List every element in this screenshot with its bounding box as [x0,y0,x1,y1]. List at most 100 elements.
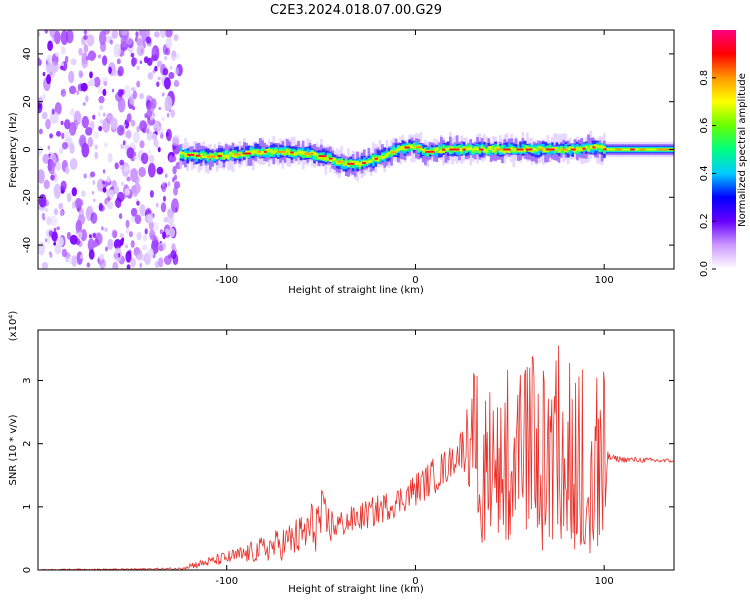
signal-cell [265,149,269,153]
figure-title: C2E3.2024.018.07.00.G29 [270,3,442,18]
signal-cell [458,145,461,151]
signal-cell [569,146,572,150]
signal-cell [358,162,362,167]
signal-cell [584,145,588,149]
spectrogram-x-axis-label: Height of straight line (km) [288,285,424,296]
signal-cell [383,155,387,159]
signal-cell [412,142,416,150]
noise-blob [120,143,125,150]
signal-cell [569,147,572,156]
signal-cell [353,161,357,166]
noise-blob [160,202,167,213]
signal-cell [594,144,597,148]
noise-blob [172,135,180,147]
noise-blob [139,60,143,65]
signal-cell [494,146,497,151]
signal-cell [349,160,353,165]
noise-blob [139,93,144,100]
signal-cell [193,153,196,159]
noise-blob [38,169,45,184]
noise-blob [168,154,173,164]
signal-cell [655,148,658,151]
noise-blob [136,80,141,88]
signal-cell [467,146,470,151]
signal-cell [492,149,495,153]
noise-blob [126,227,130,234]
signal-cell [555,146,559,150]
noise-blob [123,84,132,100]
noise-blob [106,175,111,183]
noise-blob [38,128,43,135]
noise-blob [100,41,107,53]
noise-blob [99,30,107,46]
noise-blob [141,152,149,164]
noise-blob [69,158,78,171]
noise-blob [156,166,164,175]
colorbar-tick-label: 0.8 [699,70,710,86]
noise-blob [85,127,93,136]
noise-blob [156,60,163,68]
noise-blob [136,253,143,261]
noise-blob [45,118,51,130]
signal-cell [492,144,495,152]
signal-cell [458,148,461,152]
signal-cell [442,148,445,153]
signal-cell [385,153,389,157]
signal-cell [297,150,300,154]
signal-cell [286,148,289,153]
noise-blob [161,183,167,193]
noise-blob [112,261,119,269]
noise-blob [55,52,60,57]
noise-blob [69,234,78,245]
signal-cell [222,155,226,160]
noise-blob [149,229,156,240]
signal-cell [460,147,464,152]
signal-cell [199,153,203,158]
noise-blob [102,88,107,97]
x-tick-label: -100 [215,576,238,587]
signal-cell [397,145,400,151]
noise-blob [120,34,129,48]
noise-blob [38,146,43,155]
noise-blob [159,30,166,38]
noise-blob [165,128,172,142]
signal-cell [247,150,251,154]
noise-blob [66,192,72,203]
signal-cell [369,160,373,163]
noise-blob [125,36,133,46]
signal-cell [315,153,319,161]
signal-cell [623,148,627,151]
noise-blob [69,143,75,154]
noise-blob [152,222,159,232]
noise-blob [165,37,172,50]
noise-blob [109,40,114,45]
snr-y-ticks: 0 1 2 3 [22,377,674,573]
noise-blob [136,231,142,241]
noise-blob [104,142,108,149]
signal-cell [474,146,477,151]
signal-cell [313,154,316,159]
signal-cell [587,147,590,152]
signal-cell [578,148,581,151]
signal-cell [202,156,205,159]
colorbar: 0.0 0.2 0.4 0.6 0.8 Normalized spectral ampl… [699,30,748,277]
noise-blob [146,130,153,141]
noise-blob [142,234,148,242]
noise-blob [90,233,94,239]
noise-blob [38,31,41,37]
noise-blob [126,176,131,182]
signal-cell [514,147,518,152]
noise-blob [147,162,156,178]
noise-blob [169,214,172,220]
signal-cell [557,150,561,153]
signal-cell [308,152,312,158]
signal-cell [419,147,423,151]
signal-cell [469,146,473,150]
noise-blob [53,242,57,246]
signal-cell [464,147,468,151]
noise-blob [82,102,86,106]
noise-blob [113,252,119,259]
noise-blob [136,125,140,133]
noise-blob [108,189,115,200]
noise-blob [88,234,92,239]
